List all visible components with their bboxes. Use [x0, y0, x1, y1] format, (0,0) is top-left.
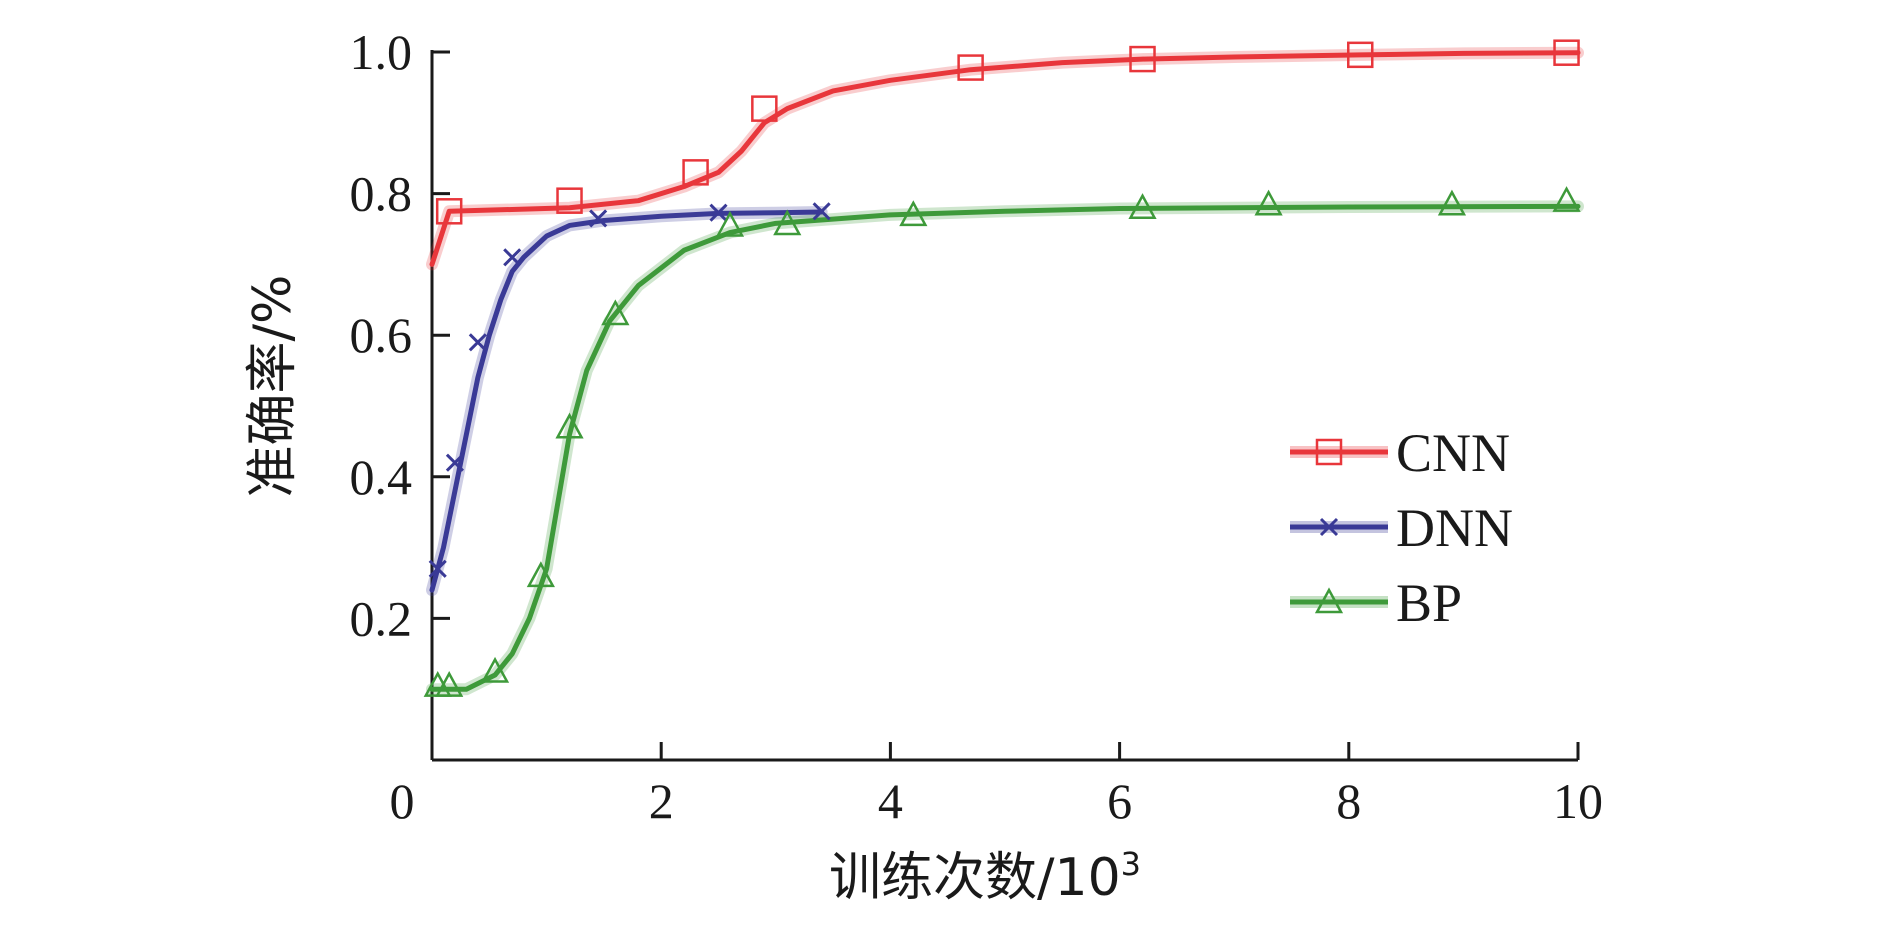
- x-ticks: 0 2 4 6 8 10: [390, 742, 1603, 829]
- y-tick-label: 0.8: [350, 166, 413, 222]
- plot-area: 0.2 0.4 0.6 0.8 1.0 0 2 4 6 8 10: [350, 24, 1604, 829]
- bp-marker: [773, 209, 802, 236]
- bp-marker: [526, 561, 555, 588]
- x-axis-title-text: 训练次数/10: [829, 848, 1121, 908]
- bp-marker: [480, 656, 510, 683]
- bp-marker: [1254, 189, 1283, 216]
- dnn-line: [429, 209, 825, 593]
- bp-marker: [1128, 193, 1157, 220]
- bp-marker: [601, 299, 630, 326]
- legend-bp-label: BP: [1396, 573, 1462, 633]
- dnn-marker: [589, 209, 608, 228]
- cnn-marker: [556, 187, 583, 214]
- bp-marker: [555, 412, 584, 439]
- x-tick-label: 4: [878, 773, 903, 829]
- bp-marker: [715, 210, 745, 237]
- x-tick-label: 6: [1107, 773, 1132, 829]
- y-ticks: 0.2 0.4 0.6 0.8 1.0: [350, 24, 450, 646]
- dnn-marker: [503, 248, 522, 267]
- cnn-marker: [957, 54, 984, 81]
- legend-cnn-label: CNN: [1396, 423, 1510, 483]
- bp-marker: [435, 671, 464, 697]
- cnn-marker: [1553, 39, 1580, 66]
- bp-marker: [1552, 186, 1581, 212]
- y-tick-label: 0.2: [350, 590, 413, 646]
- x-tick-label: 2: [649, 773, 674, 829]
- y-tick-label: 1.0: [350, 24, 413, 80]
- x-tick-label: 10: [1553, 773, 1603, 829]
- dnn-marker: [428, 559, 447, 578]
- y-tick-label: 0.4: [350, 449, 413, 505]
- dnn-line-glow: [426, 206, 828, 597]
- dnn-marker: [812, 202, 831, 221]
- legend: CNN DNN BP: [1290, 423, 1513, 633]
- x-tick-label: 0: [390, 773, 415, 829]
- legend-dnn-label: DNN: [1396, 498, 1513, 558]
- y-tick-label: 0.6: [350, 307, 413, 363]
- legend-dnn-marker: [1319, 517, 1339, 537]
- bp-marker: [1437, 189, 1467, 216]
- x-axis-title-superscript: 3: [1121, 845, 1141, 883]
- series-markers: [423, 39, 1581, 697]
- dnn-marker: [709, 203, 728, 222]
- cnn-marker: [435, 198, 463, 225]
- x-tick-label: 8: [1336, 773, 1361, 829]
- legend-cnn-marker: [1315, 438, 1343, 466]
- cnn-line-glow: [426, 46, 1584, 271]
- cnn-marker: [682, 159, 709, 186]
- dnn-marker: [468, 333, 487, 352]
- bp-line: [429, 203, 1581, 692]
- cnn-marker: [1129, 45, 1156, 73]
- y-axis-title: 准确率/%: [243, 275, 303, 498]
- bp-marker: [899, 200, 928, 227]
- x-axis-title: 训练次数/103: [829, 845, 1141, 908]
- cnn-marker: [1347, 41, 1374, 69]
- cnn-marker: [751, 95, 778, 122]
- legend-bp-marker: [1314, 587, 1344, 614]
- cnn-line: [429, 50, 1581, 267]
- dnn-marker: [445, 453, 464, 472]
